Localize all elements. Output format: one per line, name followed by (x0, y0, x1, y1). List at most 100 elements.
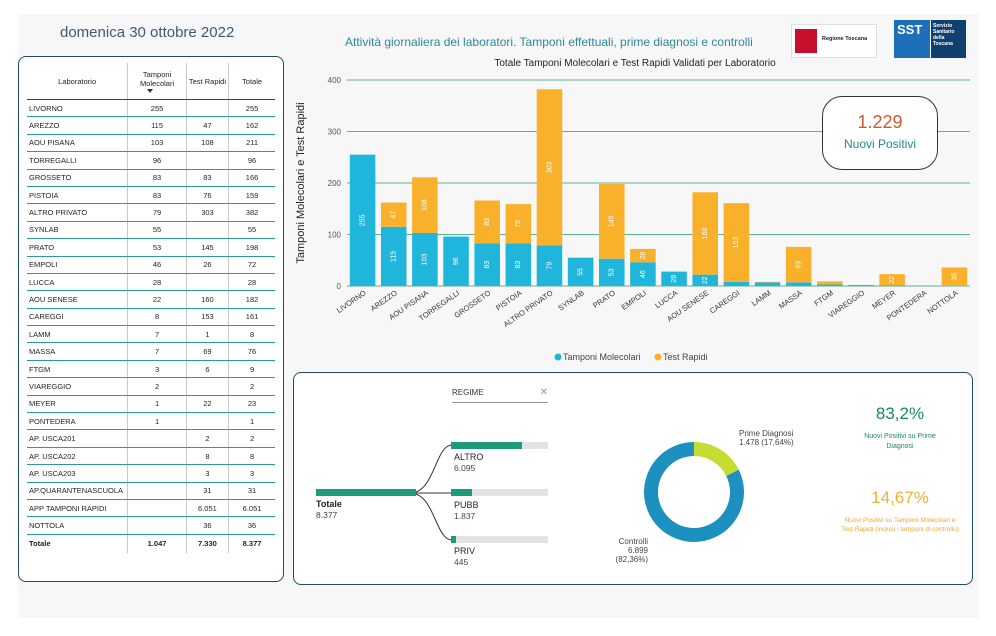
table-row[interactable]: AP. USCA201 2 2 (27, 429, 275, 448)
sort-descending-icon[interactable] (147, 88, 154, 93)
kpi-prime-diagnosi-value: 83,2% (875, 404, 925, 423)
column-header-test-rapidi[interactable]: Test Rapidi (186, 63, 230, 100)
table-row[interactable]: LUCCA 28 28 (27, 273, 275, 292)
cell-totale: 36 (228, 516, 275, 535)
table-row[interactable]: AP. USCA202 8 8 (27, 447, 275, 466)
decomposition-root-bar[interactable] (316, 489, 416, 496)
bar-test-rapidi (723, 203, 750, 282)
legend-label-test-rapidi: Test Rapidi (663, 352, 708, 362)
cell-laboratorio: EMPOLI (27, 256, 129, 274)
regime-filter[interactable]: REGIME ✕ (452, 387, 548, 403)
table-row[interactable]: MEYER 1 22 23 (27, 395, 275, 414)
table-row[interactable]: LAMM 7 1 8 (27, 325, 275, 344)
cell-test-rapidi (186, 377, 230, 396)
table-row[interactable]: AP. USCA203 3 3 (27, 464, 275, 483)
cell-tamponi-molecolari: 255 (127, 99, 187, 118)
cell-totale: 2 (228, 377, 275, 396)
cell-test-rapidi: 7.330 (186, 534, 230, 553)
table-row[interactable]: NOTTOLA 36 36 (27, 516, 275, 535)
bar-test-rapidi (380, 202, 407, 227)
bar-tamponi-molecolari (910, 285, 937, 286)
bar-tamponi-molecolari (723, 281, 750, 286)
kpi-nuovi-positivi-card: 1.229 Nuovi Positivi (822, 96, 938, 170)
laboratory-table-body: LIVORNO 255 255 AREZZO 115 47 162 AOU PISANA 103… (27, 99, 275, 553)
donut-slice-prime-diagnosi[interactable] (694, 442, 739, 476)
table-row[interactable]: ALTRO PRIVATO 79 303 382 (27, 203, 275, 222)
data-label: 55 (577, 268, 584, 276)
cell-test-rapidi: 83 (186, 169, 230, 187)
table-row[interactable]: EMPOLI 46 26 72 (27, 256, 275, 274)
cell-tamponi-molecolari: 1 (127, 395, 187, 414)
bar-test-rapidi (754, 281, 781, 283)
cell-test-rapidi (186, 221, 230, 240)
cell-test-rapidi: 108 (186, 134, 230, 153)
cell-laboratorio: ALTRO PRIVATO (27, 203, 129, 222)
branch-bar-altro[interactable] (451, 442, 548, 449)
data-label: 83 (515, 261, 522, 269)
cell-laboratorio: AOU PISANA (27, 134, 129, 153)
cell-tamponi-molecolari (127, 447, 187, 466)
data-label: 145 (609, 215, 616, 227)
x-tick-label: EMPOLI (620, 288, 648, 312)
bar-test-rapidi (505, 204, 532, 244)
kpi-tamponi: 14,67% Nuovi Positivi su Tamponi Molecol… (838, 488, 962, 534)
column-header-tamponi-molecolari[interactable]: Tamponi Molecolari (127, 63, 187, 100)
table-row[interactable]: MASSA 7 69 76 (27, 342, 275, 361)
data-label: 255 (359, 214, 366, 226)
chart-title: Totale Tamponi Molecolari e Test Rapidi … (494, 58, 776, 69)
column-header-totale[interactable]: Totale (228, 63, 275, 100)
table-row[interactable]: GROSSETO 83 83 166 (27, 169, 275, 187)
cell-test-rapidi: 36 (186, 516, 230, 535)
table-row[interactable]: FTGM 3 6 9 (27, 360, 275, 379)
kpi-tamponi-label: Nuovi Positivi su Tamponi Molecolari e T… (841, 517, 959, 533)
close-icon[interactable]: ✕ (539, 387, 548, 398)
sst-logo-mark: SST (894, 20, 930, 58)
cell-laboratorio: LAMM (27, 325, 129, 344)
column-header-tamponi-label: Tamponi Molecolari (139, 69, 175, 88)
y-tick-label: 200 (328, 179, 342, 188)
branch-bar-pubb[interactable] (451, 489, 548, 496)
table-row[interactable]: AOU SENESE 22 160 182 (27, 290, 275, 309)
cell-test-rapidi: 22 (186, 395, 230, 414)
x-tick-label: SYNLAB (556, 288, 585, 312)
table-row[interactable]: AOU PISANA 103 108 211 (27, 134, 275, 153)
cell-totale: 6.051 (228, 499, 275, 518)
table-row[interactable]: SYNLAB 55 55 (27, 221, 275, 240)
cell-laboratorio: AP.QUARANTENASCUOLA (27, 482, 129, 500)
x-tick-label: MEYER (870, 288, 897, 311)
column-header-laboratorio[interactable]: Laboratorio (27, 63, 129, 100)
cell-test-rapidi: 6.051 (186, 499, 230, 518)
regione-toscana-logo-text: Regione Toscana (822, 36, 868, 42)
table-row[interactable]: AP.QUARANTENASCUOLA 31 31 (27, 482, 275, 500)
data-label: 79 (546, 262, 553, 270)
cell-tamponi-molecolari: 46 (127, 256, 187, 274)
table-row[interactable]: TORREGALLI 96 96 (27, 151, 275, 170)
cell-tamponi-molecolari: 1 (127, 412, 187, 431)
table-row[interactable]: VIAREGGIO 2 2 (27, 377, 275, 396)
table-row[interactable]: CAREGGI 8 153 161 (27, 308, 275, 327)
bar-tamponi-molecolari (754, 282, 781, 286)
table-total-row[interactable]: Totale 1.047 7.330 8.377 (27, 534, 275, 553)
bar-tamponi-molecolari (692, 274, 718, 286)
bar-test-rapidi (941, 267, 968, 286)
table-row[interactable]: PONTEDERA 1 1 (27, 412, 275, 431)
data-label: 36 (951, 273, 958, 281)
table-row[interactable]: APP TAMPONI RAPIDI 6.051 6.051 (27, 499, 275, 518)
table-row[interactable]: LIVORNO 255 255 (27, 99, 275, 118)
cell-tamponi-molecolari: 79 (127, 203, 187, 222)
bar-tamponi-molecolari (661, 271, 687, 286)
cell-totale: 162 (228, 116, 275, 135)
sst-logo-text: Servizio Sanitario della Toscana (931, 20, 966, 58)
table-row[interactable]: AREZZO 115 47 162 (27, 116, 275, 135)
donut-label-controlli: Controlli 6.899 (82,36%) (594, 537, 648, 564)
cell-tamponi-molecolari (127, 482, 187, 500)
table-row[interactable]: PRATO 53 145 198 (27, 238, 275, 257)
table-row[interactable]: PISTOIA 83 76 159 (27, 186, 275, 205)
bar-test-rapidi (817, 281, 843, 285)
cell-totale: 3 (228, 464, 275, 483)
x-tick-label: MASSA (777, 288, 804, 310)
cell-laboratorio: MEYER (27, 395, 129, 414)
cell-totale: 382 (228, 203, 275, 222)
branch-bar-priv[interactable] (451, 536, 548, 543)
cell-test-rapidi: 145 (186, 238, 230, 257)
